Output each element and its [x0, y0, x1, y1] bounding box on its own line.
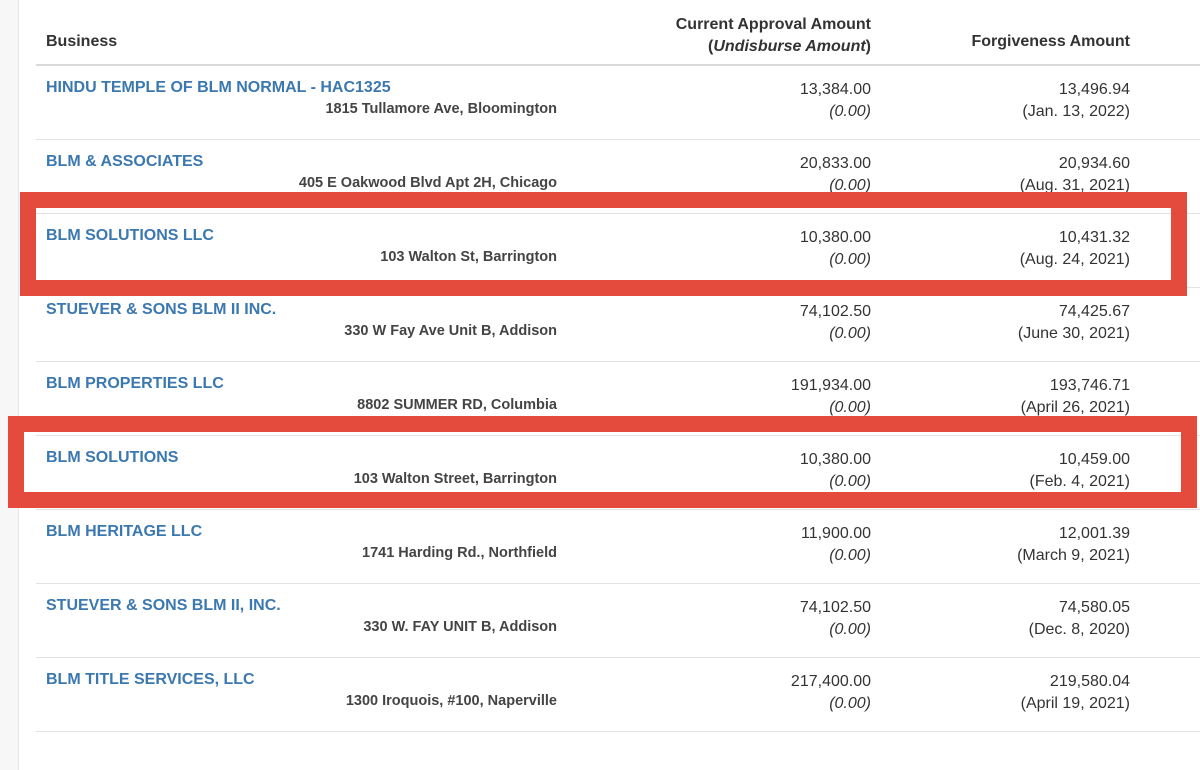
approval-amount: 10,380.00: [799, 229, 871, 246]
approval-amount-cell: 13,384.00 (0.00): [800, 79, 871, 123]
forgiveness-cell: 12,001.39 (March 9, 2021): [1017, 523, 1130, 567]
business-name-link[interactable]: BLM SOLUTIONS: [46, 449, 179, 466]
business-name-link[interactable]: BLM TITLE SERVICES, LLC: [46, 671, 255, 688]
business-address: 330 W Fay Ave Unit B, Addison: [344, 323, 557, 339]
business-name-link[interactable]: STUEVER & SONS BLM II, INC.: [46, 597, 281, 614]
business-address: 103 Walton Street, Barrington: [353, 471, 557, 487]
undisbursed-amount: (0.00): [829, 103, 871, 120]
forgiveness-date: (April 19, 2021): [1020, 695, 1130, 712]
undisbursed-amount: (0.00): [829, 473, 871, 490]
approval-amount: 74,102.50: [799, 599, 871, 616]
approval-amount: 217,400.00: [790, 673, 871, 690]
approval-amount: 13,384.00: [799, 81, 871, 98]
table-header: Business Current Approval Amount (Undisb…: [36, 0, 1200, 66]
business-address: 405 E Oakwood Blvd Apt 2H, Chicago: [298, 175, 557, 191]
business-address: 1815 Tullamore Ave, Bloomington: [325, 101, 557, 117]
forgiveness-amount: 20,934.60: [1058, 155, 1130, 172]
table-row: BLM HERITAGE LLC 1741 Harding Rd., North…: [36, 510, 1200, 584]
column-header-approval-title: Current Approval Amount: [675, 16, 871, 33]
forgiveness-amount: 13,496.94: [1058, 81, 1130, 98]
table-row: BLM SOLUTIONS LLC 103 Walton St, Barring…: [36, 214, 1200, 288]
forgiveness-cell: 219,580.04 (April 19, 2021): [1021, 671, 1130, 715]
approval-amount: 74,102.50: [799, 303, 871, 320]
forgiveness-amount: 12,001.39: [1058, 525, 1130, 542]
undisbursed-amount: (0.00): [829, 399, 871, 416]
forgiveness-date: (Dec. 8, 2020): [1028, 621, 1130, 638]
red-highlight-box: [20, 192, 1187, 296]
approval-amount-cell: 10,380.00 (0.00): [800, 449, 871, 493]
forgiveness-amount: 193,746.71: [1049, 377, 1130, 394]
table-row: BLM & ASSOCIATES 405 E Oakwood Blvd Apt …: [36, 140, 1200, 214]
forgiveness-cell: 10,431.32 (Aug. 24, 2021): [1020, 227, 1130, 271]
forgiveness-cell: 13,496.94 (Jan. 13, 2022): [1022, 79, 1130, 123]
business-name-link[interactable]: HINDU TEMPLE OF BLM NORMAL - HAC1325: [46, 79, 391, 96]
business-name-link[interactable]: BLM SOLUTIONS LLC: [46, 227, 214, 244]
approval-amount-cell: 191,934.00 (0.00): [791, 375, 871, 419]
forgiveness-cell: 20,934.60 (Aug. 31, 2021): [1020, 153, 1130, 197]
forgiveness-cell: 193,746.71 (April 26, 2021): [1021, 375, 1130, 419]
business-address: 1741 Harding Rd., Northfield: [362, 545, 557, 561]
column-header-business[interactable]: Business: [46, 33, 118, 50]
forgiveness-amount: 10,459.00: [1058, 451, 1130, 468]
loans-table: Business Current Approval Amount (Undisb…: [36, 0, 1200, 770]
forgiveness-date: (Aug. 31, 2021): [1019, 177, 1130, 194]
approval-amount-cell: 10,380.00 (0.00): [800, 227, 871, 271]
forgiveness-amount: 10,431.32: [1058, 229, 1130, 246]
forgiveness-cell: 74,425.67 (June 30, 2021): [1018, 301, 1130, 345]
forgiveness-date: (Feb. 4, 2021): [1029, 473, 1131, 490]
business-address: 8802 SUMMER RD, Columbia: [357, 397, 557, 413]
business-address: 1300 Iroquois, #100, Naperville: [345, 693, 557, 709]
table-row: BLM TITLE SERVICES, LLC 1300 Iroquois, #…: [36, 658, 1200, 732]
red-highlight-box: [8, 416, 1197, 508]
approval-amount: 191,934.00: [790, 377, 871, 394]
forgiveness-date: (April 26, 2021): [1020, 399, 1130, 416]
forgiveness-amount: 74,580.05: [1058, 599, 1130, 616]
undisburse-label: Undisburse Amount: [713, 38, 866, 55]
approval-amount-cell: 217,400.00 (0.00): [791, 671, 871, 715]
undisbursed-amount: (0.00): [829, 695, 871, 712]
column-header-approval[interactable]: Current Approval Amount (Undisburse Amou…: [676, 14, 871, 58]
table-row: STUEVER & SONS BLM II INC. 330 W Fay Ave…: [36, 288, 1200, 362]
forgiveness-date: (March 9, 2021): [1017, 547, 1130, 564]
business-address: 103 Walton St, Barrington: [380, 249, 557, 265]
table-row: HINDU TEMPLE OF BLM NORMAL - HAC1325 181…: [36, 66, 1200, 140]
column-header-forgiveness[interactable]: Forgiveness Amount: [971, 33, 1130, 50]
undisbursed-amount: (0.00): [829, 177, 871, 194]
page-left-gutter: [0, 0, 19, 770]
approval-amount-cell: 74,102.50 (0.00): [800, 597, 871, 641]
undisbursed-amount: (0.00): [829, 621, 871, 638]
table-row: BLM SOLUTIONS 103 Walton Street, Barring…: [36, 436, 1200, 510]
table-row: BLM PROPERTIES LLC 8802 SUMMER RD, Colum…: [36, 362, 1200, 436]
approval-amount: 20,833.00: [799, 155, 871, 172]
forgiveness-cell: 74,580.05 (Dec. 8, 2020): [1029, 597, 1130, 641]
approval-amount-cell: 11,900.00 (0.00): [801, 523, 871, 567]
forgiveness-amount: 219,580.04: [1049, 673, 1130, 690]
business-name-link[interactable]: BLM & ASSOCIATES: [46, 153, 204, 170]
forgiveness-date: (Aug. 24, 2021): [1019, 251, 1130, 268]
undisbursed-amount: (0.00): [829, 547, 871, 564]
forgiveness-date: (Jan. 13, 2022): [1022, 103, 1130, 120]
forgiveness-amount: 74,425.67: [1058, 303, 1130, 320]
undisbursed-amount: (0.00): [829, 325, 871, 342]
undisbursed-amount: (0.00): [829, 251, 871, 268]
business-name-link[interactable]: BLM HERITAGE LLC: [46, 523, 203, 540]
forgiveness-date: (June 30, 2021): [1017, 325, 1130, 342]
approval-amount-cell: 74,102.50 (0.00): [800, 301, 871, 345]
business-name-link[interactable]: STUEVER & SONS BLM II INC.: [46, 301, 277, 318]
table-row: STUEVER & SONS BLM II, INC. 330 W. FAY U…: [36, 584, 1200, 658]
approval-amount: 10,380.00: [799, 451, 871, 468]
approval-amount-cell: 20,833.00 (0.00): [800, 153, 871, 197]
paren-close: ): [865, 38, 871, 55]
business-address: 330 W. FAY UNIT B, Addison: [363, 619, 557, 635]
approval-amount: 11,900.00: [801, 525, 871, 542]
forgiveness-cell: 10,459.00 (Feb. 4, 2021): [1030, 449, 1131, 493]
column-header-approval-subtitle: (Undisburse Amount): [676, 36, 871, 58]
paren-open: (: [708, 38, 714, 55]
business-name-link[interactable]: BLM PROPERTIES LLC: [46, 375, 224, 392]
